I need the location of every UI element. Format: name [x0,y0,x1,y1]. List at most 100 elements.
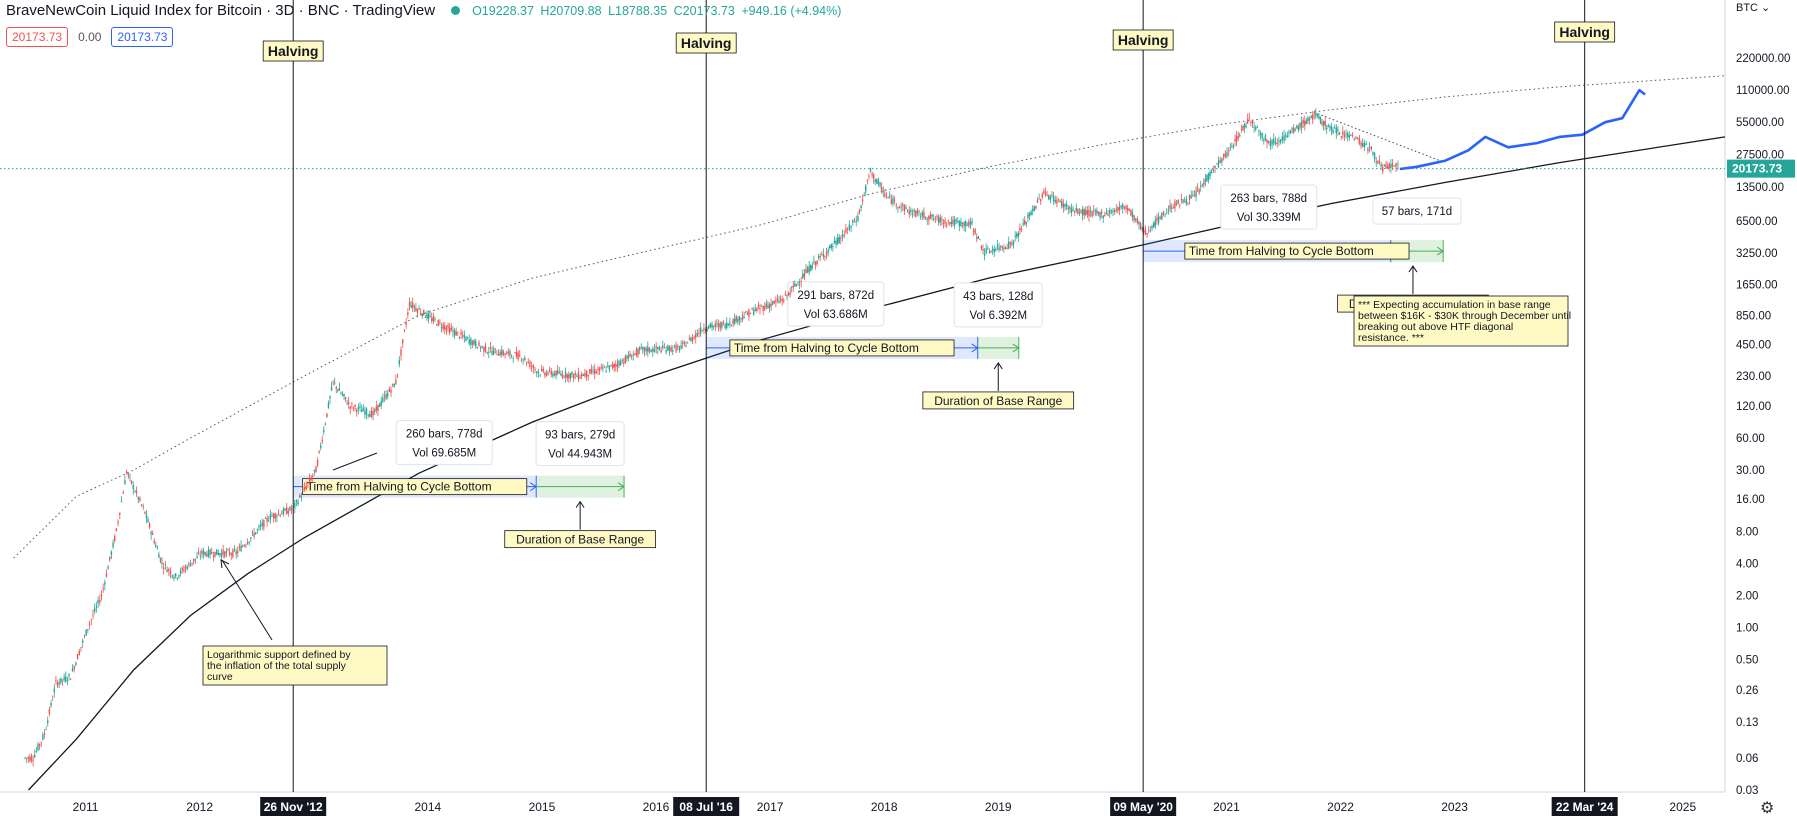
candle-body [206,553,208,557]
candle-body [1212,169,1215,172]
candle-body [1115,209,1117,211]
candle-body [1345,133,1347,134]
note-line: resistance. *** [1358,332,1424,344]
candle-body [484,345,487,352]
candle-body [708,325,710,329]
candle-body [890,199,893,204]
candle-body [732,319,734,324]
candle-body [302,490,304,492]
candle-body [1080,210,1082,213]
candle-body [1051,195,1053,196]
y-tick-label: 110000.00 [1736,85,1790,97]
x-tick-label: 2019 [985,800,1012,814]
candle-body [574,372,576,375]
candle-body [1259,133,1262,135]
candle-body [75,662,77,665]
candle-body [1185,198,1188,204]
candle-body [1377,160,1379,164]
candle-body [122,492,124,494]
candle-body [1296,125,1298,129]
candle-body [1161,212,1163,220]
candle-body [204,552,206,555]
currency-selector[interactable]: BTC ⌄ [1736,1,1770,14]
ask-price-chip[interactable]: 20173.73 [111,27,174,47]
halving-label-box [1554,21,1616,43]
candle-body [164,564,167,565]
bid-price-chip[interactable]: 20173.73 [6,27,69,47]
chart-title[interactable]: BraveNewCoin Liquid Index for Bitcoin · … [6,2,436,19]
candle-body [178,575,180,577]
candle-body [746,313,749,315]
x-tick-label: 2022 [1327,800,1354,814]
candle-body [61,679,64,681]
candle-body [235,551,237,555]
candle-body [643,347,646,352]
candle-body [955,219,957,222]
candle-body [452,330,454,332]
candle-body [552,373,554,377]
candle-body [90,619,92,621]
candle-body [589,369,591,375]
candle-body [419,312,422,314]
candle-body [1179,204,1181,206]
candle-body [365,408,368,415]
candle-body [660,350,662,353]
candle-body [929,214,932,219]
candle-body [602,367,604,370]
candle-body [104,582,106,585]
candle-body [1207,173,1210,180]
y-tick-label: 0.03 [1736,785,1758,797]
candle-body [82,640,84,643]
candle-body [846,229,849,230]
candle-body [290,509,293,511]
candle-body [632,354,634,356]
candle-body [1210,172,1213,174]
low-value: L18788.35 [608,3,668,18]
candle-body [924,217,927,219]
candle-body [1188,195,1191,201]
candle-body [1332,130,1334,134]
candle-body [93,608,96,612]
candle-body [369,414,371,417]
candle-body [153,540,155,543]
candle-body [748,309,750,317]
candle-body [1135,218,1137,220]
note-line: curve [207,671,233,683]
candle-body [188,562,190,564]
gear-icon[interactable]: ⚙ [1760,800,1775,817]
base-label-box [504,530,656,549]
x-tick-label: 2015 [529,800,556,814]
candle-body [607,365,609,367]
candle-body [1100,211,1103,214]
candle-body [424,316,427,318]
candle-body [555,370,557,377]
candle-body [800,281,802,283]
candle-body [1395,163,1397,168]
candle-body [407,312,409,316]
candle-body [1144,230,1147,234]
candle-body [1261,132,1263,139]
candle-body [773,300,775,303]
candle-body [486,352,488,354]
candle-body [1154,220,1156,227]
candle-body [865,185,867,192]
candle-body [791,286,793,288]
candle-body [977,236,979,239]
candle-body [380,400,382,406]
time-stat: Vol 69.685M [412,448,476,460]
candle-body [798,283,801,285]
candle-body [525,362,528,364]
candle-body [492,349,495,355]
candle-body [915,211,917,217]
candle-body [958,220,961,227]
candle-body [1009,242,1012,244]
candle-body [1044,192,1047,196]
candle-body [1166,212,1168,214]
candle-body [776,298,779,301]
halving-label: Halving [268,43,319,59]
candle-body [186,566,188,570]
high-value: H20709.88 [540,3,602,18]
candle-body [941,219,943,221]
candle-body [853,221,856,223]
